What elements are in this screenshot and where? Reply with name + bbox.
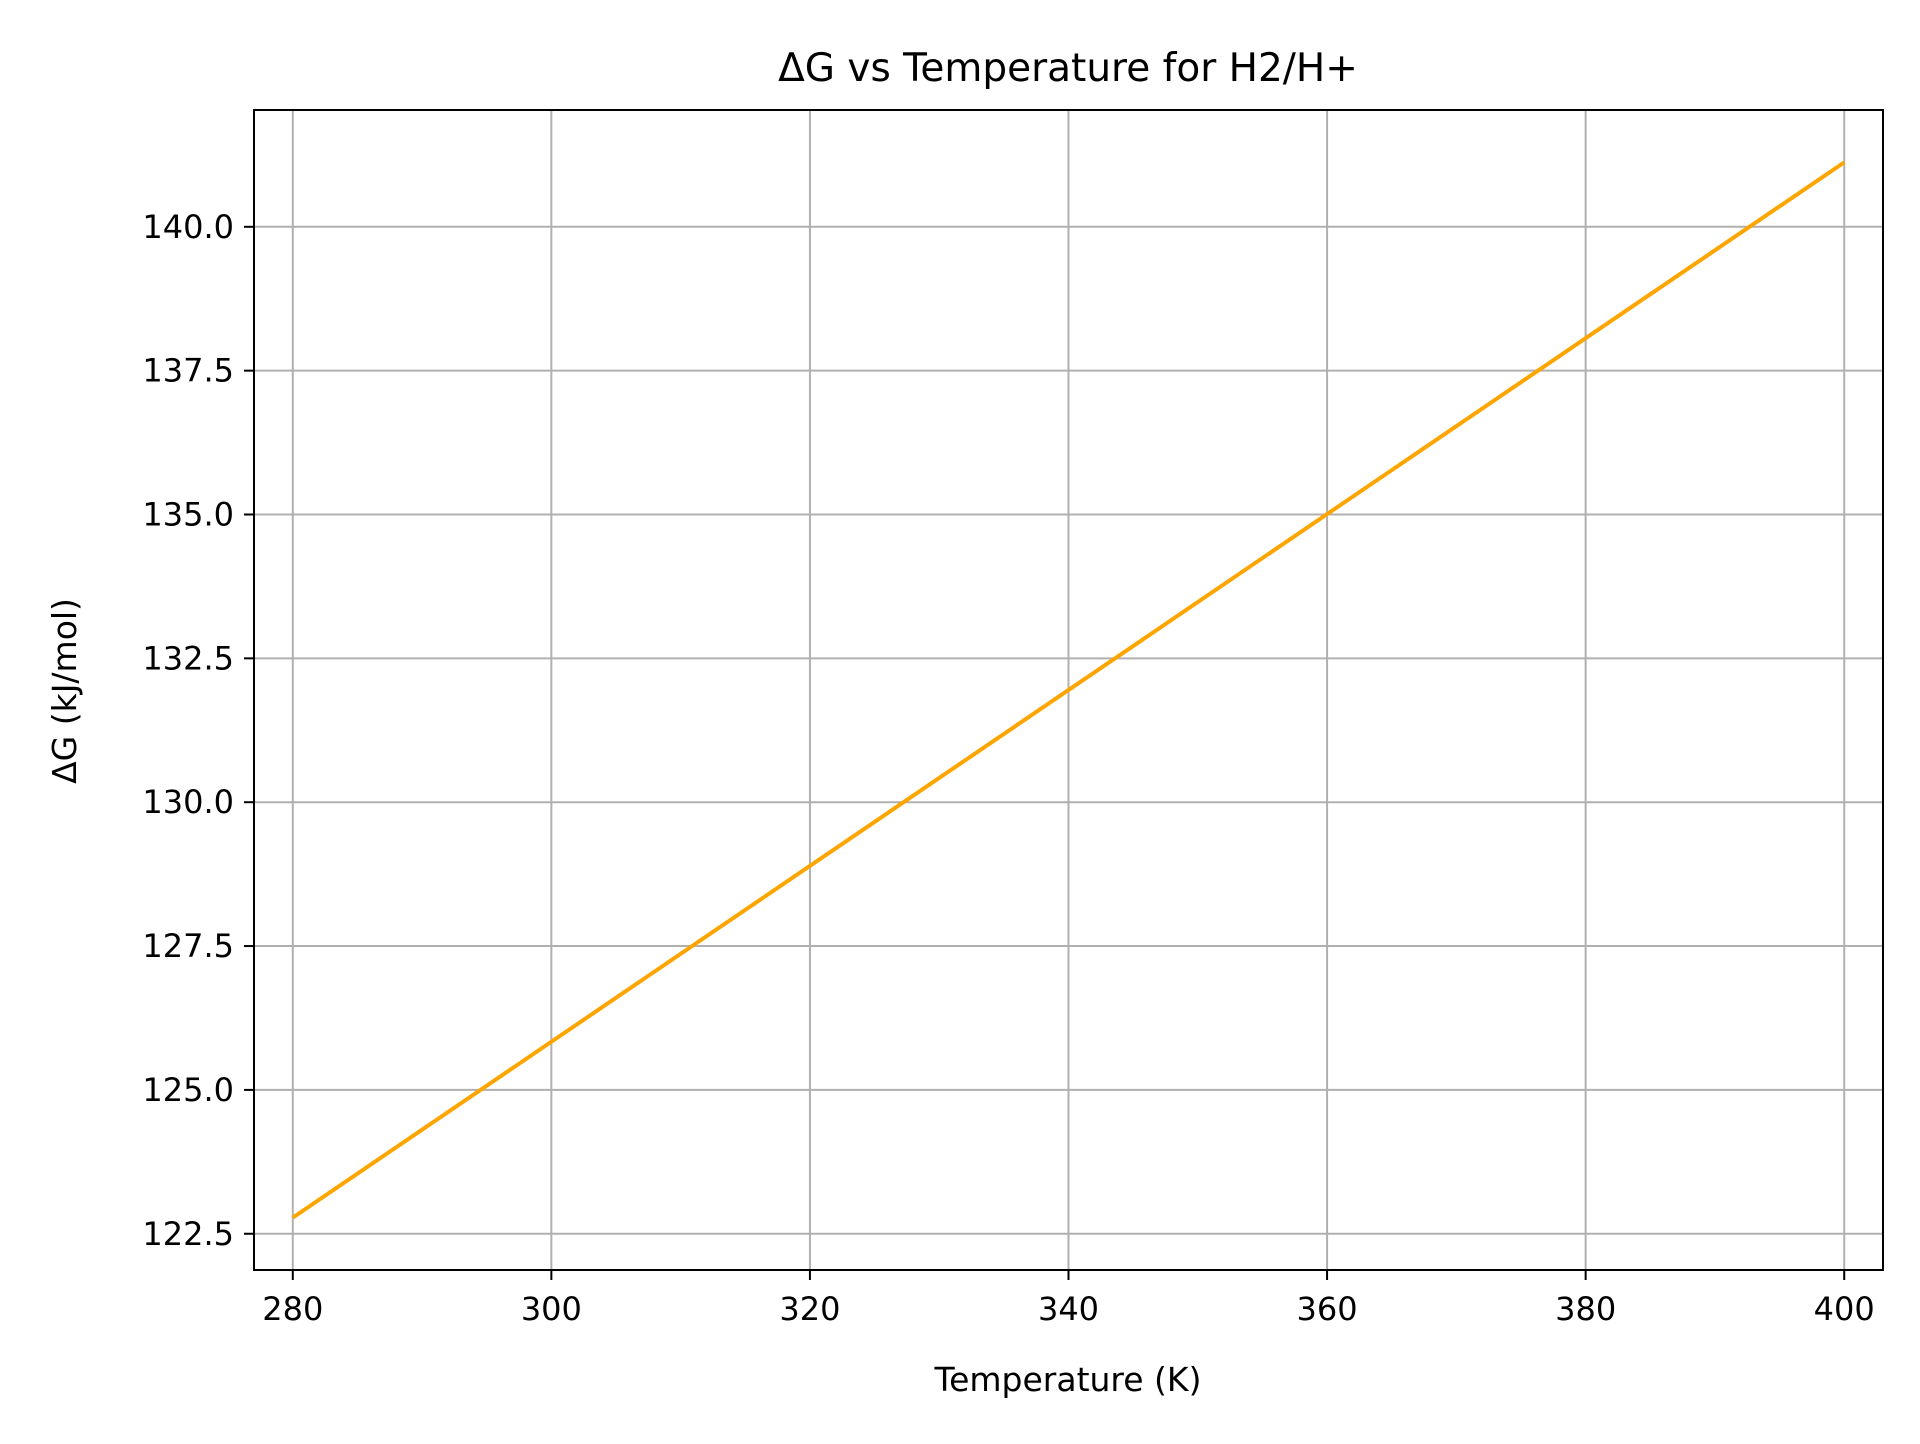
x-tick-label: 280 [262, 1290, 323, 1328]
y-axis-label: ΔG (kJ/mol) [45, 598, 84, 784]
y-tick-label: 132.5 [142, 639, 234, 677]
grid-lines [254, 110, 1883, 1270]
y-tick-label: 140.0 [142, 208, 234, 246]
y-tick-label: 125.0 [142, 1071, 234, 1109]
series-line [291, 160, 1846, 1220]
x-tick-label: 380 [1555, 1290, 1616, 1328]
y-tick-label: 137.5 [142, 352, 234, 390]
x-tick-label: 340 [1038, 1290, 1099, 1328]
x-axis-label: Temperature (K) [934, 1360, 1202, 1399]
y-tick-label: 135.0 [142, 496, 234, 534]
y-tick-label: 122.5 [142, 1215, 234, 1253]
y-tick-label: 127.5 [142, 927, 234, 965]
x-tick-label: 300 [521, 1290, 582, 1328]
chart-title: ΔG vs Temperature for H2/H+ [778, 46, 1358, 91]
series-layer [291, 160, 1846, 1220]
x-tick-label: 400 [1814, 1290, 1875, 1328]
axis-ticks: 280 300 320 340 360 380 400 122.5 125.0 127.5 130.… [142, 208, 1874, 1328]
y-tick-label: 130.0 [142, 783, 234, 821]
x-tick-label: 360 [1297, 1290, 1358, 1328]
x-tick-label: 320 [779, 1290, 840, 1328]
